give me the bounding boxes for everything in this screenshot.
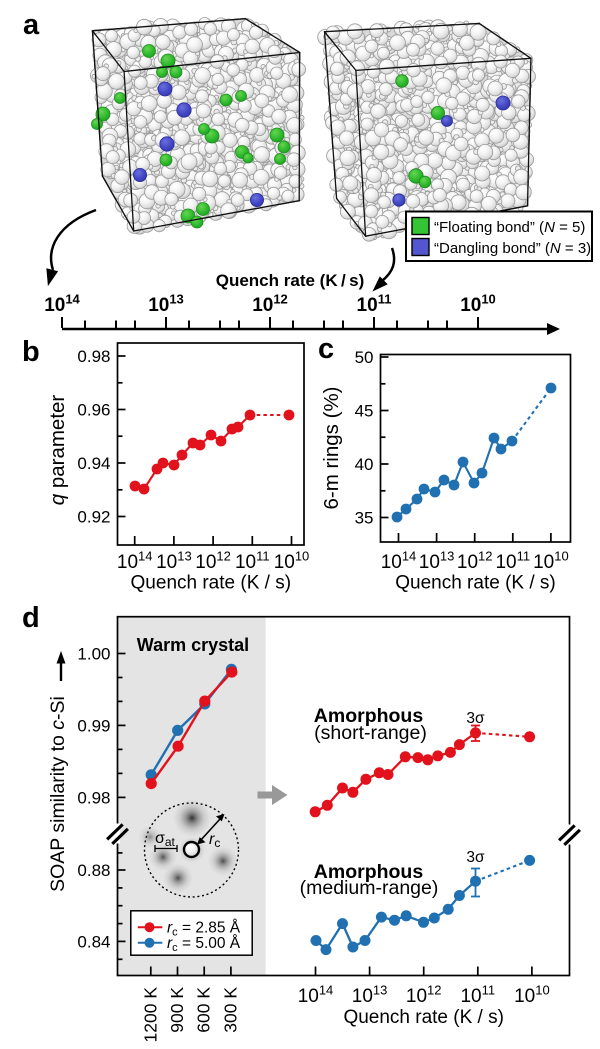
svg-text:35: 35 bbox=[355, 509, 374, 528]
svg-text:(short-range): (short-range) bbox=[314, 722, 427, 744]
svg-text:c: c bbox=[318, 333, 334, 365]
svg-text:(medium-range): (medium-range) bbox=[300, 877, 439, 899]
svg-text:0.98: 0.98 bbox=[77, 788, 110, 807]
svg-text:0.98: 0.98 bbox=[77, 347, 110, 366]
svg-text:0.92: 0.92 bbox=[77, 508, 110, 527]
svg-text:rc = 5.00 Å: rc = 5.00 Å bbox=[167, 935, 241, 954]
svg-text:50: 50 bbox=[355, 348, 374, 367]
svg-text:3σ: 3σ bbox=[466, 710, 485, 727]
svg-text:0.88: 0.88 bbox=[77, 861, 110, 880]
svg-text:SOAP similarity to c-Si: SOAP similarity to c-Si bbox=[47, 696, 69, 892]
svg-text:Quench rate (K / s): Quench rate (K / s) bbox=[131, 573, 292, 594]
svg-text:0.94: 0.94 bbox=[77, 454, 110, 473]
svg-text:d: d bbox=[22, 602, 40, 634]
svg-text:1.00: 1.00 bbox=[77, 645, 110, 664]
svg-text:0.99: 0.99 bbox=[77, 716, 110, 735]
svg-text:300 K: 300 K bbox=[220, 987, 240, 1033]
svg-text:Quench rate (K / s): Quench rate (K / s) bbox=[343, 1007, 504, 1028]
svg-text:6-m rings (%): 6-m rings (%) bbox=[320, 386, 343, 509]
svg-text:Quench rate (K / s): Quench rate (K / s) bbox=[216, 271, 365, 290]
svg-text:a: a bbox=[23, 9, 40, 41]
svg-text:40: 40 bbox=[355, 455, 374, 474]
svg-text:Warm crystal: Warm crystal bbox=[137, 635, 249, 655]
svg-text:900 K: 900 K bbox=[167, 987, 187, 1033]
svg-text:Quench rate (K / s): Quench rate (K / s) bbox=[395, 573, 556, 594]
svg-text:b: b bbox=[22, 336, 40, 368]
svg-text:600 K: 600 K bbox=[194, 987, 214, 1033]
svg-text:“Dangling bond” (N = 3): “Dangling bond” (N = 3) bbox=[434, 240, 591, 257]
svg-text:3σ: 3σ bbox=[466, 849, 485, 866]
svg-text:0.96: 0.96 bbox=[77, 401, 110, 420]
svg-text:“Floating bond” (N = 5): “Floating bond” (N = 5) bbox=[434, 219, 585, 236]
svg-text:1200 K: 1200 K bbox=[140, 987, 160, 1043]
svg-text:45: 45 bbox=[355, 402, 374, 421]
svg-text:0.84: 0.84 bbox=[77, 932, 110, 951]
svg-text:q parameter: q parameter bbox=[46, 395, 69, 506]
